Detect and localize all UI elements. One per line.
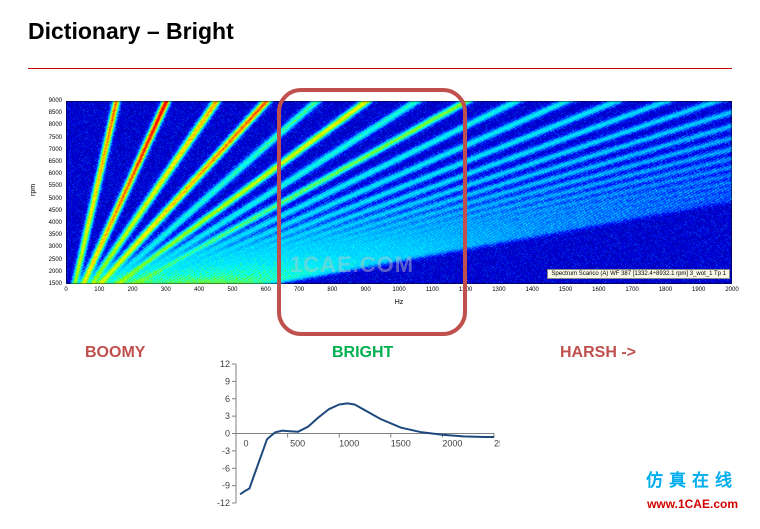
svg-text:1500: 1500 [391,439,411,449]
svg-text:2500: 2500 [494,439,500,449]
svg-text:9: 9 [225,376,230,386]
svg-text:500: 500 [290,439,305,449]
line-chart: -12 -9 -6 -3 0 3 6 9 12 0 500 1000 1500 2000 2500 [200,358,500,509]
svg-text:12: 12 [220,359,230,369]
category-harsh: HARSH -> [560,344,636,362]
svg-text:-3: -3 [222,446,230,456]
svg-text:0: 0 [243,439,248,449]
svg-text:-6: -6 [222,463,230,473]
category-boomy: BOOMY [85,344,145,362]
svg-text:-12: -12 [217,498,230,508]
svg-text:0: 0 [225,429,230,439]
spectrogram-y-label: rpm [30,184,37,196]
title-divider [28,68,732,69]
svg-text:-9: -9 [222,481,230,491]
svg-text:6: 6 [225,394,230,404]
page-title: Dictionary – Bright [28,18,234,45]
footer-brand-cn: 仿真在线 [646,466,738,491]
spectrogram-x-label: Hz [395,299,404,306]
svg-text:2000: 2000 [442,439,462,449]
footer-url: www.1CAE.com [647,497,738,511]
spectrogram-legend: Spectrum Scarico (A) WF 387 [1332.4÷8932… [547,269,730,279]
svg-text:1000: 1000 [339,439,359,449]
svg-text:3: 3 [225,411,230,421]
spectrogram-region: rpm 150020002500300035004000450050005500… [28,101,732,306]
spectrogram-canvas [66,101,732,284]
